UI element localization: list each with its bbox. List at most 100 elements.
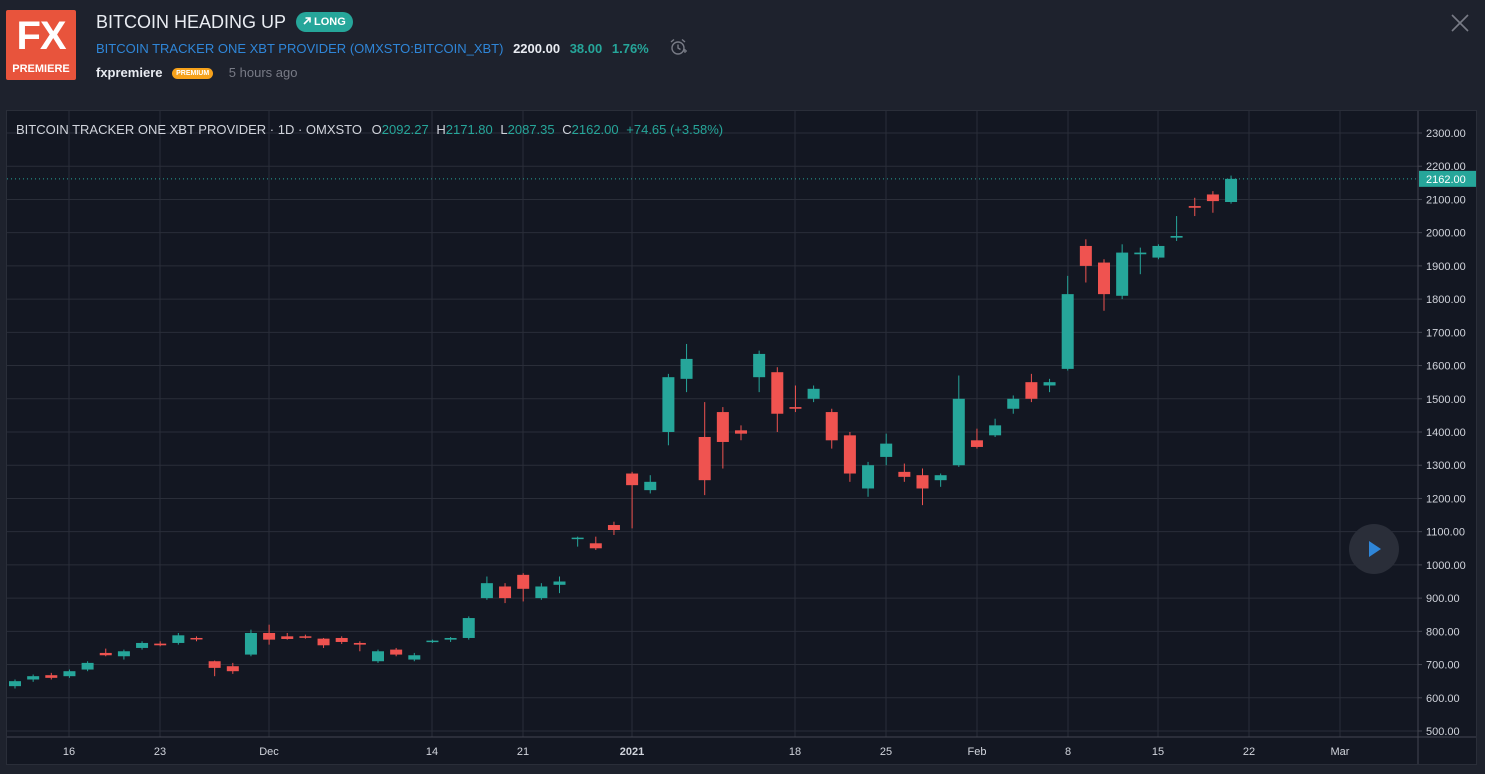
candle-body [299, 636, 312, 638]
candle-body [989, 425, 1002, 436]
x-tick-label: 8 [1065, 746, 1071, 758]
x-tick-label: Feb [968, 746, 987, 758]
candle-body [353, 642, 366, 645]
candle-body [607, 525, 620, 531]
candle-body [208, 661, 221, 668]
candle-body [626, 473, 639, 486]
candle-body [99, 652, 112, 656]
play-replay-button[interactable] [1349, 524, 1399, 574]
candle-body [136, 642, 149, 648]
legend-low: 2087.35 [507, 122, 555, 137]
candle-body [1134, 252, 1147, 255]
candle-body [9, 681, 21, 687]
candle-body [1025, 382, 1038, 399]
symbol-code-link[interactable]: OMXSTO:BITCOIN_XBT [354, 41, 500, 56]
idea-title: BITCOIN HEADING UP [96, 12, 287, 32]
logo-fx-text: FX [16, 14, 66, 58]
candlestick-chart[interactable]: 2300.00 2200.00 2100.00 2000.00 1900.00 1800.… [7, 111, 1476, 764]
candle-body [372, 651, 384, 662]
candle-body [63, 671, 76, 677]
candle-body [1116, 252, 1129, 296]
symbol-line: BITCOIN TRACKER ONE XBT PROVIDER (OMXSTO… [96, 40, 649, 58]
candle-body [553, 581, 566, 585]
y-tick-label: 1400.00 [1426, 427, 1466, 439]
arrow-up-right-icon [303, 17, 311, 25]
legend-symbol: BITCOIN TRACKER ONE XBT PROVIDER · 1D · … [16, 122, 362, 137]
x-tick-label: 14 [426, 746, 438, 758]
x-tick-label: 16 [63, 746, 75, 758]
candle-body [1061, 294, 1074, 369]
logo-premiere-text: PREMIERE [12, 63, 70, 75]
y-tick-label: 500.00 [1426, 726, 1460, 738]
x-tick-label: 23 [154, 746, 166, 758]
legend-change: +74.65 (+3.58%) [626, 122, 724, 137]
symbol-price: 2200.00 [513, 41, 561, 56]
long-badge: LONG [296, 12, 353, 32]
candle-body [444, 637, 457, 640]
idea-header: FX PREMIERE BITCOIN HEADING UP LONG BITC… [0, 0, 1485, 100]
y-tick-label: 2100.00 [1426, 194, 1466, 206]
candle-body [716, 412, 729, 442]
symbol-code-paren: (OMXSTO:BITCOIN_XBT) [349, 41, 504, 56]
candle-body [1225, 178, 1238, 203]
candle-body [462, 618, 475, 638]
candle-body [172, 635, 185, 643]
candle-body [226, 666, 239, 672]
x-tick-label: 2021 [620, 746, 644, 758]
candle-body [244, 632, 257, 655]
author-line: fxpremiere PREMIUM 5 hours ago [96, 64, 297, 82]
candle-body [644, 481, 657, 491]
x-tick-label: 15 [1152, 746, 1164, 758]
close-icon[interactable] [1449, 12, 1471, 34]
candle-body [916, 475, 929, 489]
candle-body [934, 475, 947, 481]
y-tick-label: 1900.00 [1426, 261, 1466, 273]
candle-body [952, 398, 965, 466]
x-tick-label: Mar [1331, 746, 1350, 758]
candle-body [771, 372, 784, 414]
symbol-change-pct: 1.76% [611, 41, 649, 56]
candle-body [517, 574, 530, 589]
y-tick-label: 1000.00 [1426, 560, 1466, 572]
candle-body [390, 649, 403, 655]
last-price-label: 2162.00 [1426, 174, 1466, 186]
candle-body [1188, 206, 1201, 208]
legend-low-label: L [500, 122, 508, 137]
candle-body [480, 583, 493, 599]
candle-body [281, 636, 294, 639]
candle-body [862, 465, 875, 489]
fx-premiere-logo[interactable]: FX PREMIERE [6, 10, 76, 80]
author-name-link[interactable]: fxpremiere [96, 65, 163, 80]
x-tick-label: 25 [880, 746, 892, 758]
candle-body [970, 440, 983, 447]
candle-body [1079, 245, 1092, 266]
candle-body [589, 543, 602, 549]
legend-high: 2171.80 [445, 122, 493, 137]
published-time: 5 hours ago [228, 65, 298, 80]
candle-body [789, 407, 802, 409]
alarm-clock-icon[interactable] [669, 38, 687, 56]
y-tick-label: 1100.00 [1426, 527, 1465, 539]
candle-body [1170, 235, 1183, 238]
candle-body [45, 675, 58, 678]
play-icon [1369, 541, 1381, 557]
candle-body [81, 662, 94, 670]
premium-badge: PREMIUM [172, 68, 214, 79]
y-tick-label: 600.00 [1426, 693, 1460, 705]
chart-legend: BITCOIN TRACKER ONE XBT PROVIDER · 1D · … [16, 122, 723, 137]
y-tick-label: 1500.00 [1426, 394, 1466, 406]
candle-body [190, 637, 203, 640]
legend-close-label: C [562, 122, 572, 137]
candle-body [263, 632, 276, 640]
chart-panel[interactable]: 2300.00 2200.00 2100.00 2000.00 1900.00 1800.… [6, 110, 1477, 765]
candle-body [680, 358, 693, 379]
candle-body [408, 655, 421, 660]
x-tick-label: 21 [517, 746, 529, 758]
symbol-name-link[interactable]: BITCOIN TRACKER ONE XBT PROVIDER [96, 41, 347, 56]
y-tick-label: 2200.00 [1426, 161, 1466, 173]
candle-body [154, 643, 167, 646]
legend-open: 2092.27 [381, 122, 429, 137]
x-tick-label: 22 [1243, 746, 1255, 758]
candle-body [662, 377, 675, 432]
y-tick-label: 2300.00 [1426, 128, 1466, 140]
